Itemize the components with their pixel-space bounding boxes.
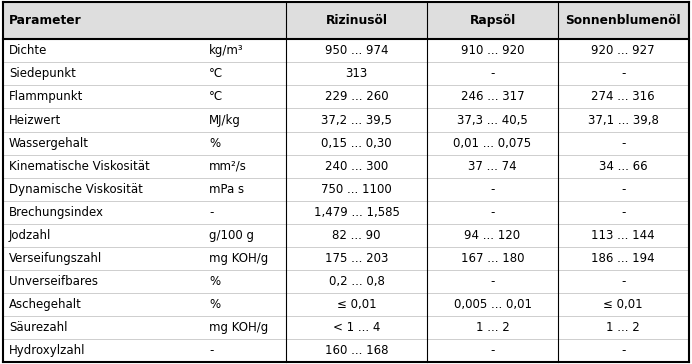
Text: g/100 g: g/100 g xyxy=(209,229,254,242)
Text: -: - xyxy=(491,206,495,219)
Text: %: % xyxy=(209,298,220,311)
Text: Brechungsindex: Brechungsindex xyxy=(9,206,104,219)
Text: 750 ... 1100: 750 ... 1100 xyxy=(321,183,392,196)
Text: -: - xyxy=(209,206,213,219)
Text: ≤ 0,01: ≤ 0,01 xyxy=(603,298,643,311)
Text: Kinematische Viskosität: Kinematische Viskosität xyxy=(9,160,149,173)
Text: Aschegehalt: Aschegehalt xyxy=(9,298,82,311)
Text: 0,15 ... 0,30: 0,15 ... 0,30 xyxy=(321,136,392,150)
Text: Sonnenblumenöl: Sonnenblumenöl xyxy=(565,14,681,27)
Text: 82 ... 90: 82 ... 90 xyxy=(332,229,381,242)
Text: -: - xyxy=(209,344,213,357)
Text: 240 ... 300: 240 ... 300 xyxy=(325,160,388,173)
Text: Heizwert: Heizwert xyxy=(9,114,62,127)
Text: 910 ... 920: 910 ... 920 xyxy=(461,44,525,58)
Text: 920 ... 927: 920 ... 927 xyxy=(592,44,655,58)
Text: 246 ... 317: 246 ... 317 xyxy=(461,91,525,103)
Text: °C: °C xyxy=(209,91,223,103)
Text: -: - xyxy=(491,67,495,80)
Text: 1 ... 2: 1 ... 2 xyxy=(475,321,509,334)
Bar xyxy=(3,2,689,39)
Text: 94 ... 120: 94 ... 120 xyxy=(464,229,520,242)
Text: Verseifungszahl: Verseifungszahl xyxy=(9,252,102,265)
Text: 1 ... 2: 1 ... 2 xyxy=(606,321,640,334)
Text: 1,479 ... 1,585: 1,479 ... 1,585 xyxy=(313,206,399,219)
Text: Rapsöl: Rapsöl xyxy=(469,14,516,27)
Text: 0,005 ... 0,01: 0,005 ... 0,01 xyxy=(453,298,531,311)
Text: Rizinusöl: Rizinusöl xyxy=(326,14,388,27)
Text: °C: °C xyxy=(209,67,223,80)
Text: -: - xyxy=(621,206,626,219)
Text: mm²/s: mm²/s xyxy=(209,160,247,173)
Text: -: - xyxy=(491,275,495,288)
Text: -: - xyxy=(621,183,626,196)
Text: 37,1 ... 39,8: 37,1 ... 39,8 xyxy=(588,114,659,127)
Text: 186 ... 194: 186 ... 194 xyxy=(592,252,655,265)
Text: 313: 313 xyxy=(345,67,367,80)
Text: 0,2 ... 0,8: 0,2 ... 0,8 xyxy=(329,275,385,288)
Text: 175 ... 203: 175 ... 203 xyxy=(325,252,388,265)
Text: mPa s: mPa s xyxy=(209,183,244,196)
Text: mg KOH/g: mg KOH/g xyxy=(209,252,268,265)
Text: MJ/kg: MJ/kg xyxy=(209,114,241,127)
Text: 274 ... 316: 274 ... 316 xyxy=(592,91,655,103)
Text: Jodzahl: Jodzahl xyxy=(9,229,51,242)
Text: -: - xyxy=(491,344,495,357)
Text: Dynamische Viskosität: Dynamische Viskosität xyxy=(9,183,143,196)
Text: -: - xyxy=(621,344,626,357)
Text: Flammpunkt: Flammpunkt xyxy=(9,91,83,103)
Text: 37 ... 74: 37 ... 74 xyxy=(468,160,517,173)
Text: 113 ... 144: 113 ... 144 xyxy=(592,229,655,242)
Text: Parameter: Parameter xyxy=(9,14,82,27)
Text: %: % xyxy=(209,275,220,288)
Text: 34 ... 66: 34 ... 66 xyxy=(599,160,648,173)
Text: -: - xyxy=(621,136,626,150)
Text: -: - xyxy=(621,275,626,288)
Text: kg/m³: kg/m³ xyxy=(209,44,244,58)
Text: Siedepunkt: Siedepunkt xyxy=(9,67,76,80)
Text: 37,3 ... 40,5: 37,3 ... 40,5 xyxy=(457,114,528,127)
Text: 229 ... 260: 229 ... 260 xyxy=(325,91,388,103)
Text: 160 ... 168: 160 ... 168 xyxy=(325,344,388,357)
Text: 0,01 ... 0,075: 0,01 ... 0,075 xyxy=(453,136,531,150)
Text: Säurezahl: Säurezahl xyxy=(9,321,68,334)
Text: Hydroxylzahl: Hydroxylzahl xyxy=(9,344,86,357)
Text: 37,2 ... 39,5: 37,2 ... 39,5 xyxy=(321,114,392,127)
Text: -: - xyxy=(491,183,495,196)
Text: Dichte: Dichte xyxy=(9,44,47,58)
Text: 167 ... 180: 167 ... 180 xyxy=(461,252,525,265)
Text: mg KOH/g: mg KOH/g xyxy=(209,321,268,334)
Text: -: - xyxy=(621,67,626,80)
Text: Wassergehalt: Wassergehalt xyxy=(9,136,89,150)
Text: ≤ 0,01: ≤ 0,01 xyxy=(337,298,376,311)
Text: %: % xyxy=(209,136,220,150)
Text: Unverseifbares: Unverseifbares xyxy=(9,275,98,288)
Text: < 1 ... 4: < 1 ... 4 xyxy=(333,321,381,334)
Text: 950 ... 974: 950 ... 974 xyxy=(325,44,388,58)
